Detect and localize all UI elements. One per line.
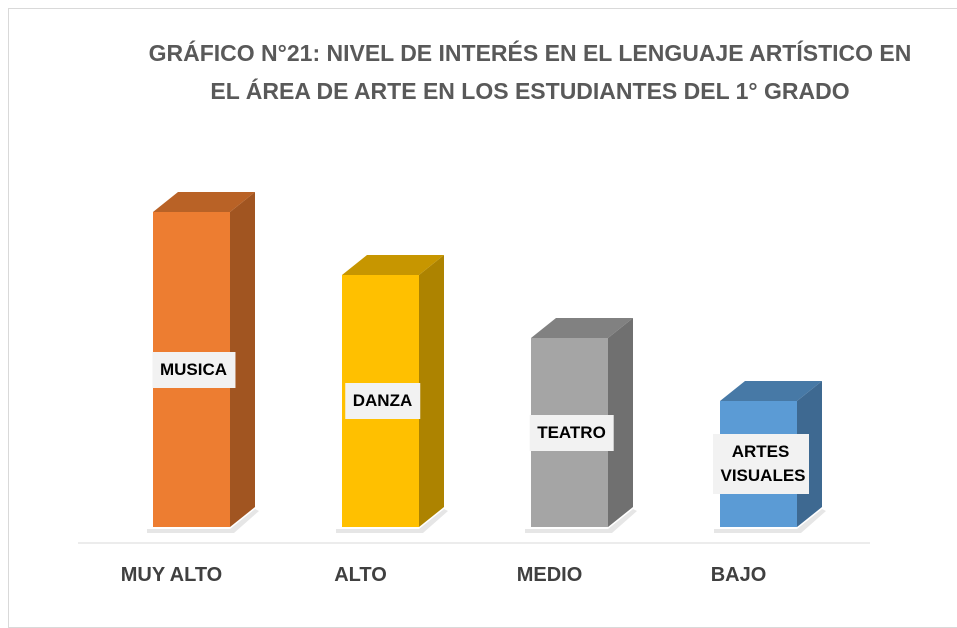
bar-side: [419, 255, 444, 527]
bar-top: [153, 192, 255, 212]
chart-title: GRÁFICO N°21: NIVEL DE INTERÉS EN EL LEN…: [148, 40, 912, 104]
bar-side: [230, 192, 255, 527]
bar-shadow: [714, 509, 826, 533]
bar-top: [342, 255, 444, 275]
bar-top: [531, 318, 633, 338]
plot: [78, 192, 870, 544]
x-tick-label: BAJO: [710, 564, 767, 586]
bar-label: MUSICA: [151, 351, 236, 388]
bar-shadow: [147, 509, 259, 533]
bar-side: [608, 318, 633, 527]
x-tick-label: MEDIO: [516, 564, 583, 586]
bar-label: TEATRO: [529, 414, 614, 451]
bar-shadow: [525, 509, 637, 533]
bar-top: [720, 381, 822, 401]
x-tick-label: MUY ALTO: [120, 564, 223, 586]
x-tick-label: ALTO: [334, 564, 387, 586]
chart: GRÁFICO N°21: NIVEL DE INTERÉS EN EL LEN…: [8, 8, 957, 628]
bar-label: DANZA: [344, 383, 421, 419]
bar-shadow: [336, 509, 448, 533]
bar-label: ARTES VISUALES: [712, 434, 809, 494]
